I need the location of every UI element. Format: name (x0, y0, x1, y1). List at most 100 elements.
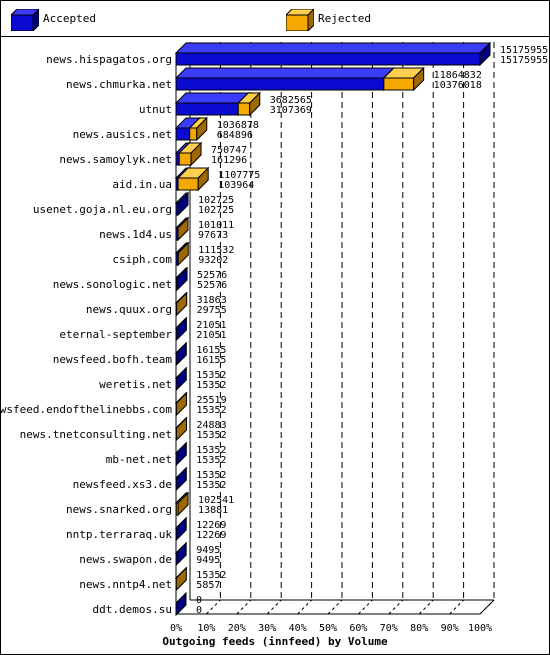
floor-gridline (266, 599, 282, 615)
category-label: news.nntp4.net (79, 578, 172, 591)
category-label: weretis.net (99, 378, 172, 391)
value-label-accepted: 0 (196, 605, 202, 616)
value-label-rejected: 102541 (198, 495, 234, 506)
bar-rejected (174, 566, 188, 592)
bar-rejected (237, 91, 261, 117)
value-label-accepted: 161296 (211, 155, 247, 166)
bar-accepted (174, 541, 188, 567)
bar-rejected (175, 391, 188, 417)
value-label-accepted: 684896 (217, 130, 253, 141)
value-label-rejected: 15352 (196, 370, 226, 381)
value-label-rejected: 9495 (196, 545, 220, 556)
x-tick-label: 10% (197, 623, 215, 634)
category-label: newsfeed.bofh.team (53, 353, 173, 366)
bar-accepted (174, 366, 188, 392)
labels: 0% 10% 20% 30% 40% 50% 60% 70% 80% 90% 100% news.hi… (0, 45, 548, 634)
value-label-accepted: 16155 (196, 355, 226, 366)
value-label-rejected: 1107775 (218, 170, 260, 181)
value-label-rejected: 25519 (197, 395, 227, 406)
value-label-accepted: 15352 (196, 455, 226, 466)
x-tick-label: 70% (380, 623, 398, 634)
value-label-rejected: 12269 (196, 520, 226, 531)
category-label: news.swapon.de (79, 553, 172, 566)
value-label-accepted: 15352 (196, 430, 226, 441)
category-label: mb-net.net (106, 453, 172, 466)
bar-accepted (174, 516, 188, 542)
floor-gridline (236, 599, 252, 615)
value-label-rejected: 21051 (196, 320, 226, 331)
bar-rejected (188, 116, 208, 142)
bar-rejected (178, 141, 203, 167)
category-label: news.1d4.us (99, 228, 172, 241)
x-tick-label: 0% (170, 623, 182, 634)
value-label-rejected: 15352 (196, 445, 226, 456)
value-label-accepted: 93202 (198, 255, 228, 266)
bar-rejected (175, 291, 188, 317)
value-label-rejected: 15352 (196, 570, 226, 581)
value-label-rejected: 101011 (198, 220, 234, 231)
value-label-accepted: 10376018 (434, 80, 482, 91)
category-label: aid.in.ua (112, 178, 172, 191)
value-label-rejected: 111532 (198, 245, 234, 256)
category-label: news.hispagatos.org (46, 53, 172, 66)
bar-accepted (174, 191, 190, 217)
value-label-accepted: 12269 (196, 530, 226, 541)
category-label: ddt.demos.su (93, 603, 172, 616)
floor-gridline (388, 599, 404, 615)
value-label-rejected: 11864832 (434, 70, 482, 81)
value-label-rejected: 15352 (196, 470, 226, 481)
x-tick-label: 90% (441, 623, 459, 634)
x-tick-label: 30% (258, 623, 276, 634)
floor-edge (479, 599, 495, 615)
value-label-accepted: 102725 (198, 205, 234, 216)
x-tick-label: 40% (289, 623, 307, 634)
bar-rejected (176, 166, 210, 192)
value-label-accepted: 3107369 (270, 105, 312, 116)
floor-gridline (327, 599, 343, 615)
value-label-accepted: 97673 (198, 230, 228, 241)
bar-accepted (174, 316, 188, 342)
legend: Accepted Rejected (1, 1, 549, 37)
value-label-rejected: 15175955 (500, 45, 548, 56)
floor-gridline (449, 599, 464, 615)
value-label-accepted: 9495 (196, 555, 220, 566)
floor-gridline (358, 599, 373, 615)
x-tick-label: 20% (228, 623, 246, 634)
value-label-rejected: 3682565 (270, 95, 312, 106)
value-label-accepted: 29755 (197, 305, 227, 316)
value-label-rejected: 31863 (197, 295, 227, 306)
value-label-rejected: 16155 (196, 345, 226, 356)
bar-accepted (174, 91, 250, 117)
bar-rejected (176, 216, 190, 242)
value-label-accepted: 103964 (218, 180, 254, 191)
floor-gridline (297, 599, 312, 615)
bar-accepted (175, 591, 187, 617)
value-label-rejected: 52576 (197, 270, 227, 281)
value-label-accepted: 15352 (197, 405, 227, 416)
category-label: news.ausics.net (73, 128, 172, 141)
bar-rejected (382, 66, 425, 92)
value-label-rejected: 102725 (198, 195, 234, 206)
x-tick-label: 60% (349, 623, 367, 634)
bar-accepted (174, 441, 188, 467)
value-label-accepted: 5857 (196, 580, 220, 591)
value-label-accepted: 15352 (196, 380, 226, 391)
floor-gridline (206, 599, 221, 615)
value-label-rejected: 0 (196, 595, 202, 606)
accepted-swatch-icon (11, 9, 39, 31)
category-label: newsfeed.xs3.de (73, 478, 172, 491)
x-tick-label: 100% (468, 623, 492, 634)
category-label: news.chmurka.net (66, 78, 172, 91)
bar-accepted (174, 466, 188, 492)
legend-label-rejected: Rejected (318, 12, 371, 25)
bar-accepted (174, 266, 189, 292)
category-label: news.snarked.org (66, 503, 172, 516)
bar-accepted (174, 41, 492, 67)
value-label-accepted: 52576 (197, 280, 227, 291)
value-label-rejected: 1036878 (217, 120, 259, 131)
value-label-rejected: 24883 (196, 420, 226, 431)
category-label: news.sonologic.net (53, 278, 172, 291)
value-label-accepted: 15175955 (500, 55, 548, 66)
x-tick-label: 50% (319, 623, 337, 634)
